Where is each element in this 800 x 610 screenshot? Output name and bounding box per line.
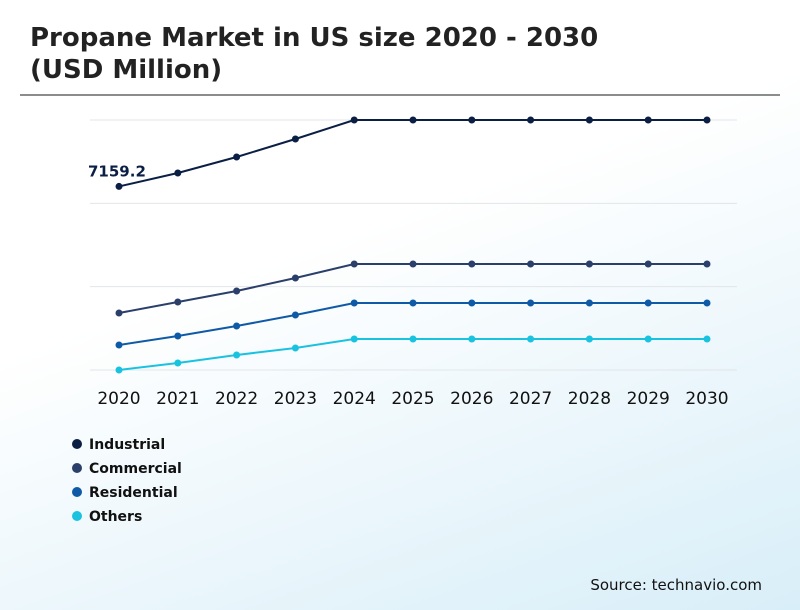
data-point (527, 299, 535, 307)
data-point (350, 116, 358, 124)
x-tick-label: 2022 (215, 389, 258, 409)
x-tick-label: 2020 (97, 389, 140, 409)
data-point (115, 309, 123, 317)
chart-title: Propane Market in US size 2020 - 2030 (U… (30, 23, 599, 85)
data-point (233, 153, 241, 161)
legend-marker (72, 439, 82, 449)
x-tick-label: 2028 (568, 389, 611, 409)
data-label: 7159.2 (88, 162, 146, 180)
data-point (585, 260, 593, 268)
data-point (644, 299, 652, 307)
data-point (233, 351, 241, 359)
data-point (527, 335, 535, 343)
data-point (233, 322, 241, 330)
data-point (350, 299, 358, 307)
data-point (115, 366, 123, 374)
x-tick-label: 2026 (450, 389, 493, 409)
data-point (291, 344, 299, 352)
data-point (585, 116, 593, 124)
x-tick-label: 2021 (156, 389, 199, 409)
x-tick-label: 2027 (509, 389, 552, 409)
legend-marker (72, 487, 82, 497)
data-point (115, 182, 123, 190)
data-point (409, 260, 417, 268)
legend-label: Others (89, 509, 142, 525)
data-point (174, 169, 182, 177)
legend-label: Residential (89, 485, 178, 501)
data-point (527, 116, 535, 124)
data-point (409, 116, 417, 124)
data-point (703, 260, 711, 268)
data-point (291, 135, 299, 143)
x-tick-label: 2030 (685, 389, 728, 409)
data-point (350, 260, 358, 268)
data-point (703, 335, 711, 343)
data-point (174, 298, 182, 306)
data-point (585, 299, 593, 307)
data-point (409, 335, 417, 343)
data-point (703, 116, 711, 124)
data-point (174, 332, 182, 340)
legend-label: Commercial (89, 461, 182, 477)
legend-marker (72, 463, 82, 473)
data-point (233, 287, 241, 295)
data-point (115, 341, 123, 349)
x-tick-label: 2029 (627, 389, 670, 409)
source: Source: technavio.com (590, 576, 762, 594)
data-point (468, 299, 476, 307)
series-line (118, 338, 707, 371)
legend-marker (72, 511, 82, 521)
data-point (644, 335, 652, 343)
data-point (644, 260, 652, 268)
data-point (527, 260, 535, 268)
data-point (409, 299, 417, 307)
data-point (350, 335, 358, 343)
data-point (468, 335, 476, 343)
series-line (118, 119, 707, 188)
data-point (585, 335, 593, 343)
data-point (291, 274, 299, 282)
data-point (291, 311, 299, 319)
x-tick-label: 2024 (333, 389, 376, 409)
legend-label: Industrial (89, 437, 165, 453)
data-point (468, 116, 476, 124)
data-point (644, 116, 652, 124)
data-point (468, 260, 476, 268)
data-point (703, 299, 711, 307)
data-point (174, 359, 182, 367)
x-tick-label: 2023 (274, 389, 317, 409)
x-tick-label: 2025 (391, 389, 434, 409)
